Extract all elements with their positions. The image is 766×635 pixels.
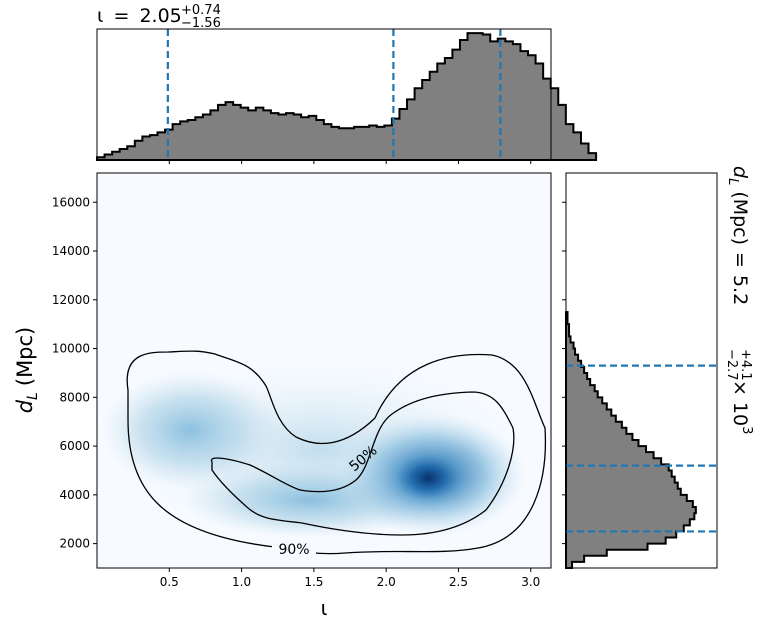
dl-histogram-bars	[565, 310, 697, 569]
x-tick-label-0: 0.5	[160, 575, 179, 589]
iota-histogram-frame	[96, 28, 552, 161]
y-tick-label-2: 6000	[59, 439, 90, 453]
y-tick-label-7: 16000	[52, 195, 90, 209]
density-y-ticks: 2000 4000 6000 8000 10000 12000 14000 16000	[52, 195, 97, 551]
density-map	[100, 360, 527, 540]
density-panel: 50% 90% 0.5 1.0 1.5 2.0 2.5 3.0 2000400060008…	[52, 172, 552, 589]
x-tick-label-2: 1.5	[304, 575, 323, 589]
iota-summary-upper: +0.74	[181, 3, 221, 18]
density-frame	[96, 172, 552, 569]
iota-histogram-ticks	[168, 160, 532, 164]
svg-text:×103: ×103	[729, 380, 754, 434]
x-axis-label: ι	[321, 596, 328, 620]
dl-summary-lower: −2.7	[724, 349, 739, 381]
iota-histogram-panel	[96, 28, 598, 164]
iota-summary-title: ι = 2.05	[97, 5, 182, 27]
contour-90-label: 90%	[278, 542, 309, 558]
x-tick-label-1: 1.0	[232, 575, 251, 589]
y-tick-label-4: 10000	[52, 342, 90, 356]
contour-50	[210, 391, 515, 536]
x-tick-label-4: 2.5	[449, 575, 468, 589]
dl-summary-title: dL(Mpc)=5.2 +4.1 −2.7 ×103	[724, 166, 754, 434]
y-tick-label-0: 2000	[59, 537, 90, 551]
dl-summary-upper: +4.1	[738, 349, 753, 381]
x-tick-label-3: 2.0	[377, 575, 396, 589]
dl-histogram-frame	[565, 172, 718, 569]
y-tick-label-3: 8000	[59, 390, 90, 404]
y-tick-label-1: 4000	[59, 488, 90, 502]
iota-histogram-bars	[96, 32, 598, 161]
contour-90	[126, 350, 547, 555]
iota-summary-lower: −1.56	[181, 16, 221, 31]
dl-quantile-lines	[566, 364, 717, 533]
svg-text:dL(Mpc)=5.2: dL(Mpc)=5.2	[725, 166, 751, 305]
y-axis-label: dL(Mpc)	[13, 327, 41, 414]
x-tick-label-5: 3.0	[521, 575, 540, 589]
dl-histogram-ticks	[562, 201, 566, 545]
density-x-ticks: 0.5 1.0 1.5 2.0 2.5 3.0	[160, 568, 540, 589]
dl-histogram-panel	[562, 172, 718, 569]
y-tick-label-6: 14000	[52, 244, 90, 258]
y-tick-label-5: 12000	[52, 293, 90, 307]
contour-90-label-bg	[272, 538, 316, 558]
